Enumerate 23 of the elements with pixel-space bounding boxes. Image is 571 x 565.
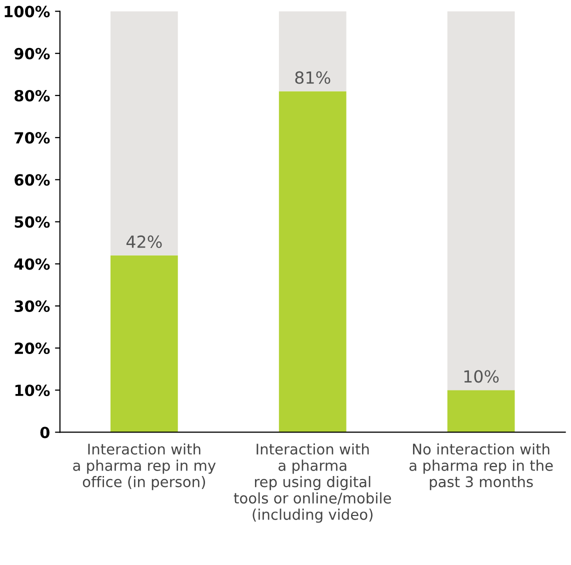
bar <box>110 11 178 256</box>
y-tick-label: 50% <box>14 216 50 228</box>
bar <box>278 11 346 92</box>
y-tick-label: 70% <box>14 132 50 144</box>
bar <box>447 390 515 432</box>
y-tick-label: 40% <box>14 258 50 270</box>
y-tick-label: 0 <box>40 426 50 438</box>
bar <box>447 11 515 390</box>
x-tick-label: Interaction with a pharma rep using digital tools or online/mobile (including video) <box>234 443 391 523</box>
data-label: 10% <box>464 370 499 383</box>
bar <box>278 91 346 432</box>
y-tick-label: 80% <box>14 90 50 102</box>
x-tick-label: No interaction with a pharma rep in the past 3 months <box>409 443 553 490</box>
bar <box>110 255 178 432</box>
x-tick-label: Interaction with a pharma rep in my office (in person) <box>73 443 216 490</box>
y-tick-label: 20% <box>14 342 50 354</box>
y-tick-label: 10% <box>15 384 50 396</box>
data-label: 42% <box>126 235 162 248</box>
y-tick-label: 30% <box>14 300 50 312</box>
data-label: 81% <box>295 71 330 84</box>
y-tick-label: 60% <box>14 174 50 186</box>
y-tick-label: 100% <box>4 6 50 18</box>
y-tick-label: 90% <box>14 48 50 60</box>
